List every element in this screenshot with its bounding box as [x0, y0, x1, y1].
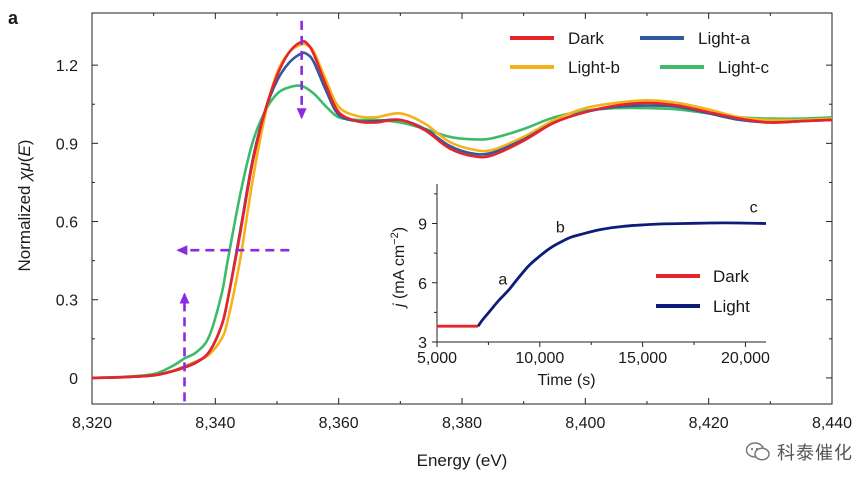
- inset-series-line-light: [476, 221, 767, 328]
- series-line-dark: [91, 39, 833, 380]
- y-tick-label: 0.9: [56, 136, 78, 153]
- legend-label: Light-c: [718, 58, 770, 77]
- inset-chart: 5,000 10,000 15,000 20,000 3 6 9 Time (s) j (mA …: [389, 178, 772, 389]
- inset-legend-label: Dark: [713, 267, 749, 286]
- inset-y-axis-label: j (mA cm−2): [389, 227, 408, 309]
- inset-annotation-c: c: [750, 200, 758, 217]
- y-axis-label-part: ): [15, 140, 34, 146]
- inset-x-tick-label: 20,000: [721, 350, 770, 367]
- y-axis-label: Normalized χμ(E): [15, 140, 34, 272]
- legend-label: Light-a: [698, 29, 751, 48]
- y-axis-label-part: χμ: [15, 162, 34, 183]
- main-chart: 8,320 8,340 8,360 8,380 8,400 8,420 8,440 0 0.3 0…: [15, 12, 852, 470]
- inset-x-tick-label: 10,000: [515, 350, 564, 367]
- wechat-icon: [745, 442, 770, 461]
- y-tick-label: 0.6: [56, 215, 78, 232]
- inset-x-tick-label: 15,000: [618, 350, 667, 367]
- y-axis-label-part: E: [15, 145, 34, 157]
- series-line-light-b: [91, 42, 833, 380]
- inset-background: [429, 178, 772, 346]
- panel-label: a: [8, 8, 19, 28]
- legend-label: Light-b: [568, 58, 620, 77]
- inset-y-tick-label: 6: [418, 276, 427, 293]
- y-tick-label: 0.3: [56, 293, 78, 310]
- inset-x-tick-label: 5,000: [417, 350, 457, 367]
- inset-annotation-b: b: [556, 219, 565, 236]
- inset-x-axis-label: Time (s): [537, 372, 595, 389]
- y-axis-label-part: Normalized: [15, 181, 34, 272]
- inset-y-axis-label-part: −2: [389, 232, 401, 245]
- inset-y-tick-label: 9: [418, 217, 427, 234]
- annotation-arrow-head: [176, 245, 188, 256]
- x-tick-label: 8,320: [72, 415, 112, 432]
- x-tick-label: 8,420: [689, 415, 729, 432]
- x-tick-label: 8,380: [442, 415, 482, 432]
- y-tick-label: 1.2: [56, 58, 78, 75]
- inset-legend-label: Light: [713, 297, 750, 316]
- x-tick-label: 8,340: [195, 415, 235, 432]
- legend-label: Dark: [568, 29, 604, 48]
- inset-annotation-a: a: [498, 272, 507, 289]
- y-axis-label-part: (: [15, 156, 34, 162]
- x-tick-label: 8,400: [565, 415, 605, 432]
- annotation-arrow-head: [179, 292, 190, 304]
- watermark: 科泰催化: [745, 439, 853, 465]
- annotation-arrow-head: [296, 108, 307, 120]
- y-tick-label: 0: [69, 371, 78, 388]
- watermark-text: 科泰催化: [777, 443, 853, 464]
- inset-y-axis-label-part: (mA cm: [391, 245, 408, 304]
- inset-y-tick-label: 3: [418, 335, 427, 352]
- x-axis-label: Energy (eV): [417, 451, 508, 470]
- x-tick-label: 8,360: [319, 415, 359, 432]
- x-tick-label: 8,440: [812, 415, 852, 432]
- inset-y-axis-label-part: ): [391, 227, 408, 232]
- inset-y-axis-label-part: j: [391, 303, 408, 309]
